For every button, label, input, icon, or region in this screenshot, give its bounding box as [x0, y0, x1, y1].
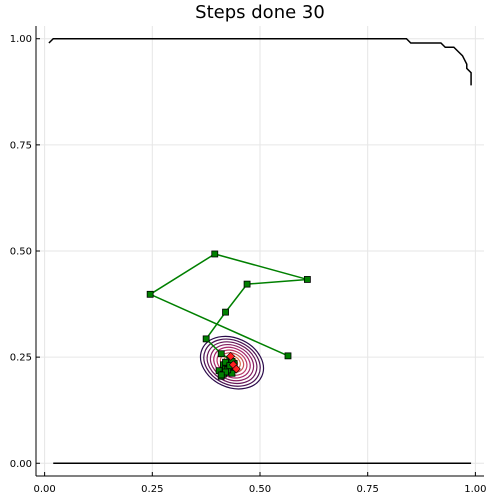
path-point [146, 290, 154, 298]
path-point [284, 352, 292, 360]
contour-line [199, 335, 265, 390]
contour-line [209, 343, 255, 382]
path-point [303, 276, 311, 283]
chart-title: Steps done 30 [195, 2, 325, 23]
y-tick-label: 0.25 [10, 353, 32, 364]
boundary-lines [48, 37, 472, 465]
path-point [202, 335, 210, 343]
current-point [231, 364, 241, 374]
upper-boundary-line [48, 37, 472, 86]
x-tick-label: 1.00 [464, 484, 486, 495]
path-point [243, 280, 251, 288]
y-tick-labels: 0.00 0.25 0.50 0.75 1.00 [10, 34, 32, 470]
y-tick-label: 1.00 [10, 34, 32, 45]
contour-line [206, 341, 258, 385]
x-tick-label: 0.25 [141, 484, 163, 495]
x-tick-label: 0.75 [357, 484, 379, 495]
grid-lines [36, 26, 484, 476]
y-tick-label: 0.75 [10, 140, 32, 151]
x-tick-label: 0.50 [249, 484, 271, 495]
axes [35, 26, 484, 477]
current-points [226, 351, 241, 374]
path-point [217, 371, 225, 379]
y-tick-label: 0.00 [10, 459, 32, 470]
y-tick-label: 0.50 [10, 247, 32, 258]
x-tick-label: 0.00 [33, 484, 55, 495]
x-tick-labels: 0.00 0.25 0.50 0.75 1.00 [33, 484, 486, 495]
contour-line [203, 338, 261, 387]
path-point [222, 308, 229, 316]
current-point [226, 351, 236, 361]
path-point [217, 350, 225, 358]
path-markers [146, 250, 311, 380]
path-point [211, 250, 219, 258]
